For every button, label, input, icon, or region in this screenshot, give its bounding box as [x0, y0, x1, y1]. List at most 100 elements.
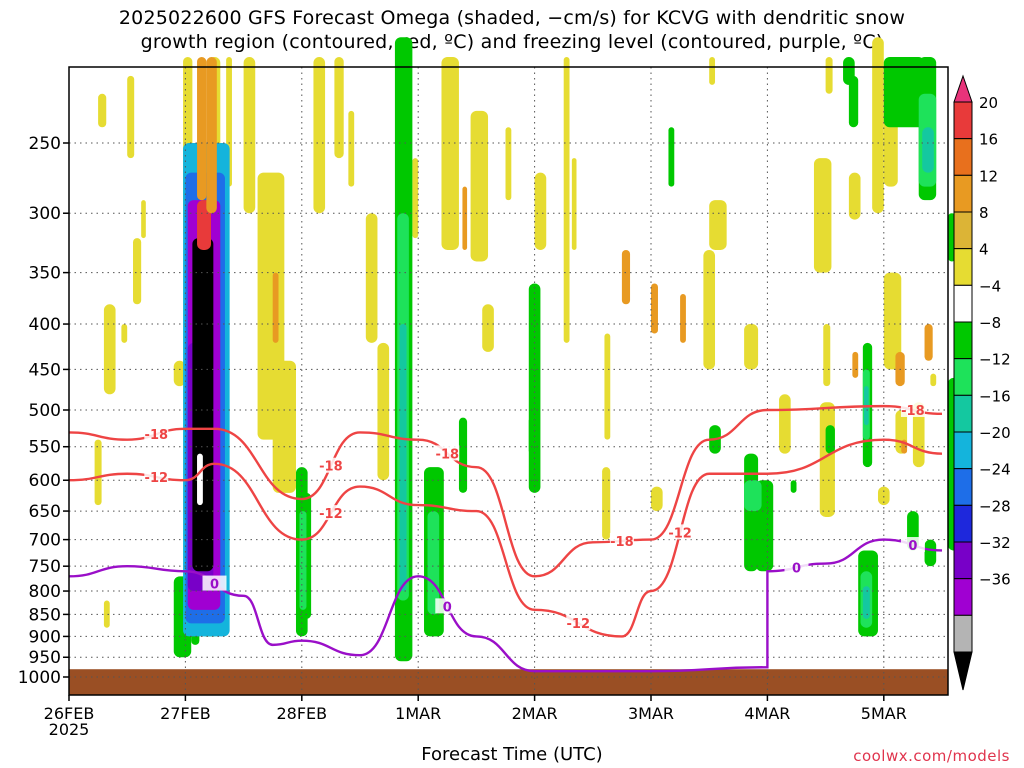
omega-descent-teal [862, 586, 870, 619]
colorbar-tick-label: −8 [979, 314, 1001, 332]
colorbar-swatch [953, 211, 973, 250]
omega-descent [668, 127, 675, 187]
colorbar-tick-label: 4 [979, 241, 989, 259]
y-tick-label: 450 [29, 360, 61, 380]
omega-weak-ascent [848, 172, 861, 220]
contour-minus-12-label: -12 [668, 526, 692, 541]
omega-moderate-ascent [272, 272, 279, 343]
omega-descent [883, 57, 925, 128]
omega-weak-ascent [779, 394, 791, 454]
colorbar-swatch [953, 101, 973, 140]
contour-freezing-level-label: 0 [908, 539, 917, 554]
omega-descent [843, 57, 855, 85]
y-tick-label: 650 [29, 502, 61, 522]
omega-weak-ascent [813, 158, 832, 273]
x-tick-label: 1MAR [395, 704, 441, 723]
omega-shading [69, 37, 960, 695]
colorbar-swatch [953, 578, 973, 616]
colorbar-tick-label: −12 [979, 351, 1011, 369]
omega-weak-ascent [825, 57, 833, 94]
omega-weak-ascent [482, 304, 494, 352]
omega-weak-ascent [744, 324, 759, 370]
contour-minus-12-label-bg [566, 615, 591, 631]
colorbar-tick-label: 16 [979, 131, 998, 149]
x-tick-label: 4MAR [744, 704, 790, 723]
omega-weak-ascent [412, 158, 419, 239]
omega-max-column [197, 200, 212, 250]
contour-minus-18-label: -18 [436, 447, 460, 462]
colorbar-swatch [953, 504, 973, 543]
omega-weak-ascent [709, 57, 716, 85]
omega-descent [458, 417, 468, 493]
contours: -12 -12 -12 -12 -18 -18 -18 -18 -18 0 0 0 0 [68, 401, 943, 673]
omega-weak-ascent [872, 37, 884, 214]
omega-weak-ascent [534, 172, 547, 250]
x-tick-label: 2025 [49, 720, 90, 739]
contour-minus-18-label-bg [900, 401, 925, 417]
omega-weak-ascent [173, 360, 186, 387]
omega-strong-column [197, 57, 207, 201]
colorbar-tick-label: −20 [979, 424, 1011, 442]
omega-weak-ascent [103, 600, 110, 628]
omega-strong-column [206, 57, 217, 214]
colorbar-tick-label: −4 [979, 277, 1001, 295]
omega-descent-strong [299, 511, 307, 610]
y-tick-label: 300 [29, 204, 61, 224]
omega-weak-ascent [377, 342, 390, 481]
x-tick-label: 3MAR [628, 704, 674, 723]
x-tick-label: 2MAR [512, 704, 558, 723]
y-tick-label: 700 [29, 531, 61, 551]
contour-freezing-level-label-bg [435, 598, 460, 614]
contour-freezing-level-label-bg [784, 559, 809, 575]
colorbar-swatch [953, 248, 973, 286]
colorbar-tick-label: −24 [979, 461, 1011, 479]
grid-lines [69, 67, 948, 695]
y-tick-label: 750 [29, 557, 61, 577]
omega-moderate-ascent [651, 283, 658, 334]
omega-moderate-ascent [680, 294, 686, 343]
omega-descent [825, 425, 835, 454]
omega-weak-ascent [103, 304, 116, 395]
colorbar-swatch [953, 394, 973, 433]
colorbar-swatch [953, 468, 973, 506]
credit-link[interactable]: coolwx.com/models [853, 747, 1010, 765]
y-tick-label: 1000 [18, 668, 61, 688]
colorbar-swatch [953, 174, 973, 213]
omega-weak-ascent [709, 200, 727, 250]
y-tick-label: 250 [29, 134, 61, 154]
colorbar: 20 16 12 8 4 −4 −8 −12 −16 −20 −24 −28 −32 −36 [953, 74, 1011, 691]
x-tick-label: 28FEB [276, 704, 327, 723]
omega-weak-ascent [651, 486, 663, 512]
omega-weak-ascent [243, 57, 256, 214]
omega-weak-ascent [348, 110, 355, 187]
x-tick-label: 5MAR [861, 704, 907, 723]
colorbar-swatch [953, 138, 973, 176]
contour-minus-12 [68, 438, 943, 638]
y-tick-label: 600 [29, 471, 61, 491]
contour-minus-18-label-bg [318, 457, 343, 473]
contour-minus-18-label: -18 [319, 460, 343, 475]
omega-weak-ascent [823, 324, 831, 387]
omega-weak-ascent [602, 467, 611, 540]
colorbar-tick-label: −16 [979, 387, 1011, 405]
colorbar-tick-label: 20 [979, 94, 998, 112]
x-axis-label: Forecast Time (UTC) [421, 744, 603, 765]
contour-freezing-level-label-bg [202, 575, 227, 591]
colorbar-tick-label: 12 [979, 167, 998, 185]
contour-minus-12-label-bg [668, 524, 693, 540]
omega-descent-teal [399, 324, 407, 592]
y-tick-label: 800 [29, 582, 61, 602]
contour-freezing-level-label: 0 [210, 578, 219, 593]
y-tick-label: 550 [29, 438, 61, 458]
chart-title-line-2: growth region (contoured, red, ºC) and f… [140, 31, 884, 53]
omega-descent-strong [744, 480, 762, 512]
contour-minus-18-label: -18 [610, 535, 634, 550]
omega-weak-ascent [563, 57, 570, 343]
omega-weak-ascent [604, 333, 611, 440]
chart-title-line-1: 2025022600 GFS Forecast Omega (shaded, −… [118, 7, 906, 29]
omega-weak-ascent [98, 93, 107, 128]
omega-weak-ascent [571, 158, 577, 250]
omega-weak-ascent [441, 57, 459, 250]
plot-frame [68, 66, 949, 696]
